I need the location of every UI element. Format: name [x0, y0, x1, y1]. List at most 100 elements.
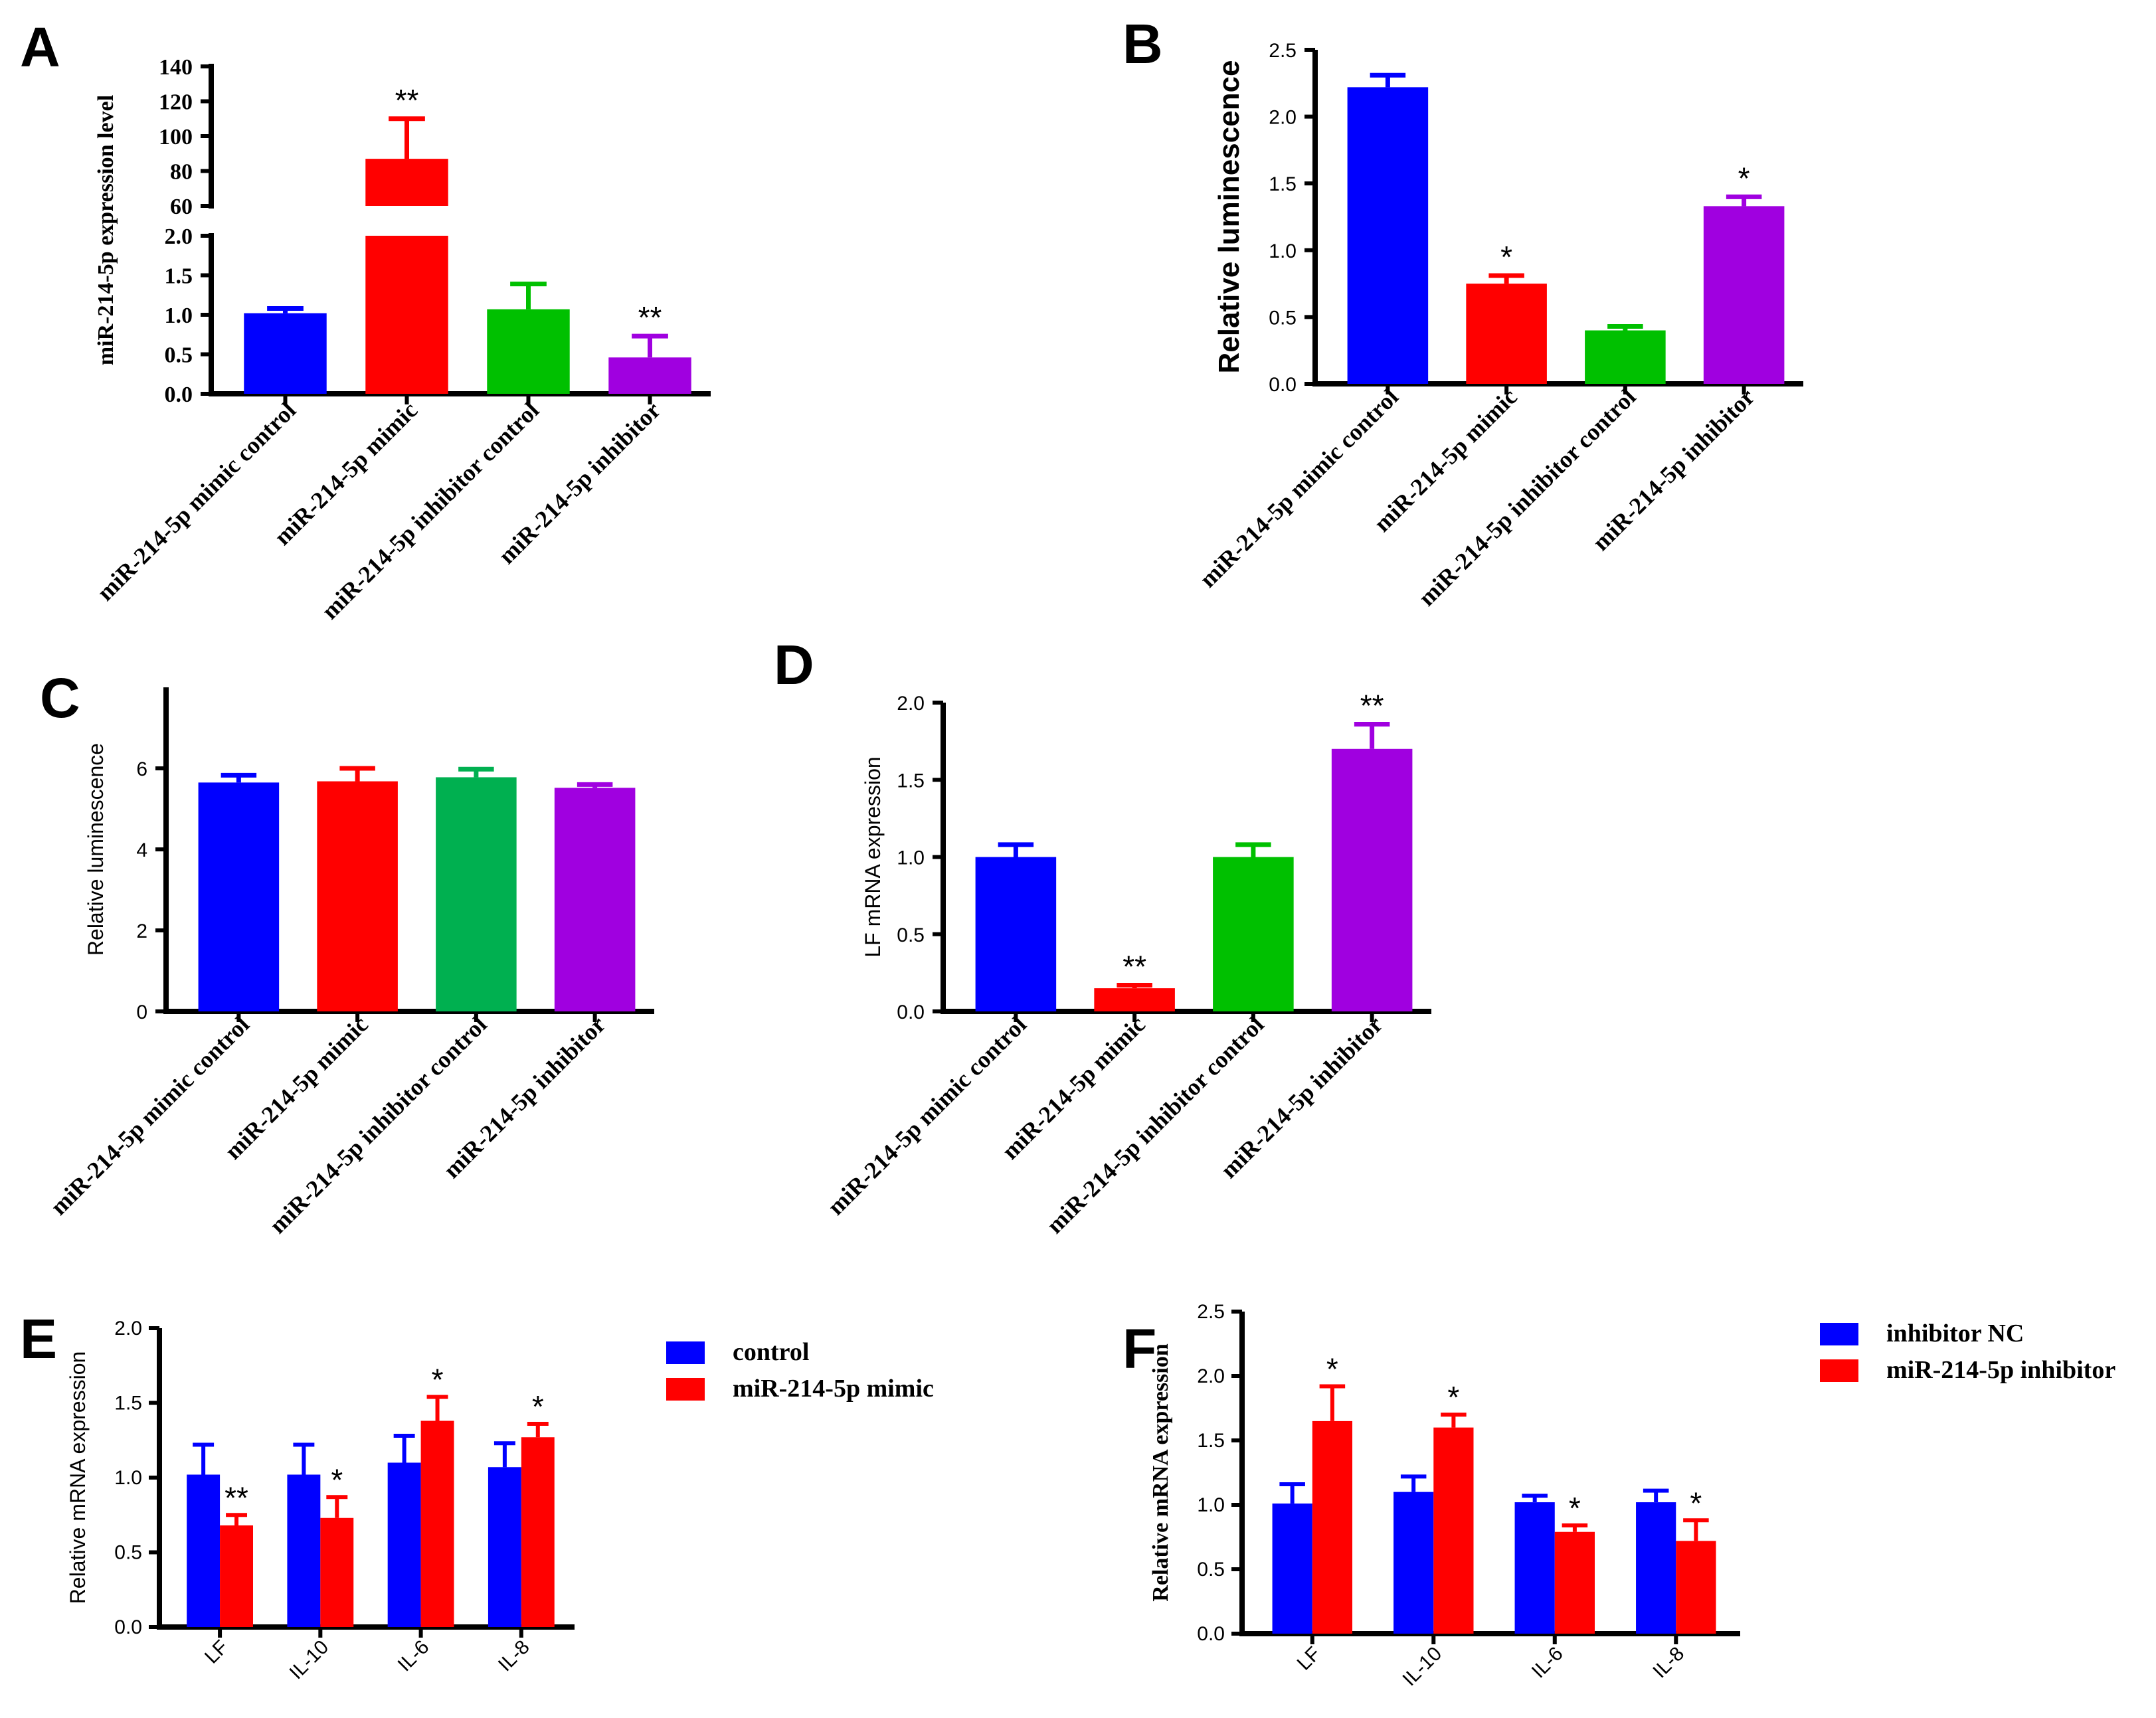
panel-F: F 0.0 0.5 1.0 1.5 2.0 2.5 Relative mRNA express… — [1123, 1301, 2115, 1690]
y-axis-title: Relative mRNA expression — [66, 1351, 90, 1604]
significance-mark: ** — [638, 300, 662, 335]
panel-label: D — [774, 634, 814, 696]
bar-3 — [1213, 857, 1294, 1011]
y-tick-label: 120 — [159, 90, 193, 115]
y-tick-label: 0.5 — [165, 343, 193, 368]
bar-inhibitor-nc-3 — [1514, 1502, 1555, 1634]
y-tick-label: 1.5 — [1197, 1430, 1225, 1452]
bar-mir-214-5p-mimic-4 — [521, 1437, 555, 1627]
y-tick-label: 2.0 — [897, 693, 925, 715]
significance-mark: ** — [1360, 689, 1384, 723]
bar-control-3 — [387, 1462, 421, 1627]
y-tick-label: 0.0 — [1269, 374, 1297, 396]
bar-control-4 — [488, 1467, 521, 1627]
bar-mir-214-5p-inhibitor-4 — [1676, 1541, 1716, 1634]
legend-label: control — [733, 1338, 809, 1366]
bar-1 — [1347, 87, 1429, 384]
bar-control-1 — [187, 1474, 221, 1627]
significance-mark: * — [1326, 1352, 1338, 1387]
y-tick-label: 2.5 — [1269, 40, 1297, 62]
x-category-label: IL-10 — [1399, 1643, 1447, 1691]
panel-C: C 0 2 4 6 Relative luminescence miR-214-5p mim… — [40, 667, 654, 1239]
y-tick-label: 0.0 — [114, 1616, 142, 1638]
legend: control miR-214-5p mimic — [666, 1338, 934, 1403]
x-category-label: LF — [201, 1636, 232, 1668]
panel-label: F — [1123, 1318, 1156, 1380]
significance-mark: * — [1500, 240, 1512, 274]
y-tick-label: 0.5 — [1197, 1559, 1225, 1581]
panel-label: A — [20, 16, 60, 78]
y-tick-label: 1.0 — [1197, 1494, 1225, 1516]
bar-mir-214-5p-mimic-2 — [320, 1517, 354, 1627]
significance-mark: * — [331, 1462, 343, 1497]
bar-mir-214-5p-mimic-1 — [220, 1525, 253, 1627]
bar-2-lower — [365, 236, 448, 394]
x-category-label: IL-6 — [1528, 1643, 1568, 1683]
legend-swatch — [1820, 1323, 1858, 1345]
bar-1 — [198, 782, 280, 1011]
panel-label: B — [1123, 13, 1163, 75]
y-tick-label: 6 — [136, 758, 147, 780]
y-tick-label: 80 — [170, 160, 193, 185]
y-tick-label: 1.0 — [1269, 240, 1297, 262]
y-tick-label: 2.0 — [165, 224, 193, 249]
y-axis-title: miR-214-5p expression level — [94, 95, 118, 365]
x-category-label: IL-8 — [494, 1636, 534, 1676]
panel-label: E — [20, 1308, 57, 1370]
significance-mark: ** — [225, 1480, 248, 1515]
bar-4 — [1331, 748, 1413, 1011]
x-category-label: IL-6 — [394, 1636, 434, 1676]
panel-label: C — [40, 667, 80, 729]
y-tick-label: 100 — [159, 125, 193, 149]
y-tick-label: 2.0 — [1197, 1365, 1225, 1387]
legend-swatch — [666, 1341, 705, 1364]
y-tick-label: 0.0 — [897, 1001, 925, 1023]
significance-mark: * — [1569, 1491, 1581, 1525]
y-tick-label: 140 — [159, 55, 193, 80]
y-tick-label: 2.0 — [114, 1318, 142, 1339]
y-tick-label: 1.0 — [165, 303, 193, 328]
y-axis-title: Relative luminescence — [84, 743, 108, 956]
bar-2-upper — [365, 159, 448, 206]
x-category-label: miR-214-5p inhibitor control — [264, 1011, 492, 1239]
y-tick-label: 0.0 — [165, 383, 193, 407]
panel-D: D 0.0 0.5 1.0 1.5 2.0 LF mRNA expression miR-21… — [774, 634, 1431, 1239]
bar-mir-214-5p-inhibitor-1 — [1312, 1420, 1352, 1634]
significance-mark: * — [432, 1363, 444, 1397]
y-tick-label: 2.5 — [1197, 1301, 1225, 1323]
x-category-label: IL-10 — [286, 1636, 333, 1684]
legend-label: miR-214-5p mimic — [733, 1375, 934, 1403]
y-tick-label: 4 — [136, 839, 147, 861]
legend-label: miR-214-5p inhibitor — [1886, 1356, 2115, 1384]
bar-4 — [1703, 206, 1785, 384]
panel-A: A 0.0 0.5 1.0 1.5 2.0 60 80 100 120 140 miR-214-5p … — [20, 16, 711, 624]
bar-control-2 — [287, 1474, 321, 1627]
panel-B: B 0.0 0.5 1.0 1.5 2.0 2.5 Relative luminescence… — [1123, 13, 1803, 611]
bar-2 — [317, 781, 398, 1011]
legend-label: inhibitor NC — [1886, 1320, 2024, 1347]
bar-1 — [244, 313, 327, 394]
bar-inhibitor-nc-2 — [1393, 1492, 1434, 1634]
bar-2 — [1466, 284, 1547, 384]
y-axis-title: Relative luminescence — [1213, 60, 1245, 373]
significance-mark: ** — [1123, 949, 1146, 984]
bar-1 — [975, 857, 1057, 1011]
y-tick-label: 2.0 — [1269, 107, 1297, 129]
x-category-label: miR-214-5p inhibitor control — [1413, 383, 1641, 611]
y-tick-label: 0 — [136, 1001, 147, 1023]
bar-4 — [608, 357, 691, 394]
bar-2 — [1094, 988, 1175, 1011]
bar-inhibitor-nc-4 — [1636, 1502, 1676, 1634]
legend: inhibitor NC miR-214-5p inhibitor — [1820, 1320, 2115, 1384]
y-tick-label: 0.5 — [114, 1542, 142, 1564]
significance-mark: * — [532, 1389, 544, 1424]
bar-mir-214-5p-inhibitor-3 — [1554, 1531, 1595, 1634]
significance-mark: * — [1690, 1486, 1702, 1520]
significance-mark: ** — [395, 83, 419, 118]
y-tick-label: 1.5 — [165, 264, 193, 289]
y-tick-label: 0.5 — [1269, 307, 1297, 329]
legend-swatch — [1820, 1359, 1858, 1382]
x-category-label: IL-8 — [1649, 1643, 1688, 1683]
panel-E: E 0.0 0.5 1.0 1.5 2.0 Relative mRNA expression… — [20, 1308, 934, 1683]
